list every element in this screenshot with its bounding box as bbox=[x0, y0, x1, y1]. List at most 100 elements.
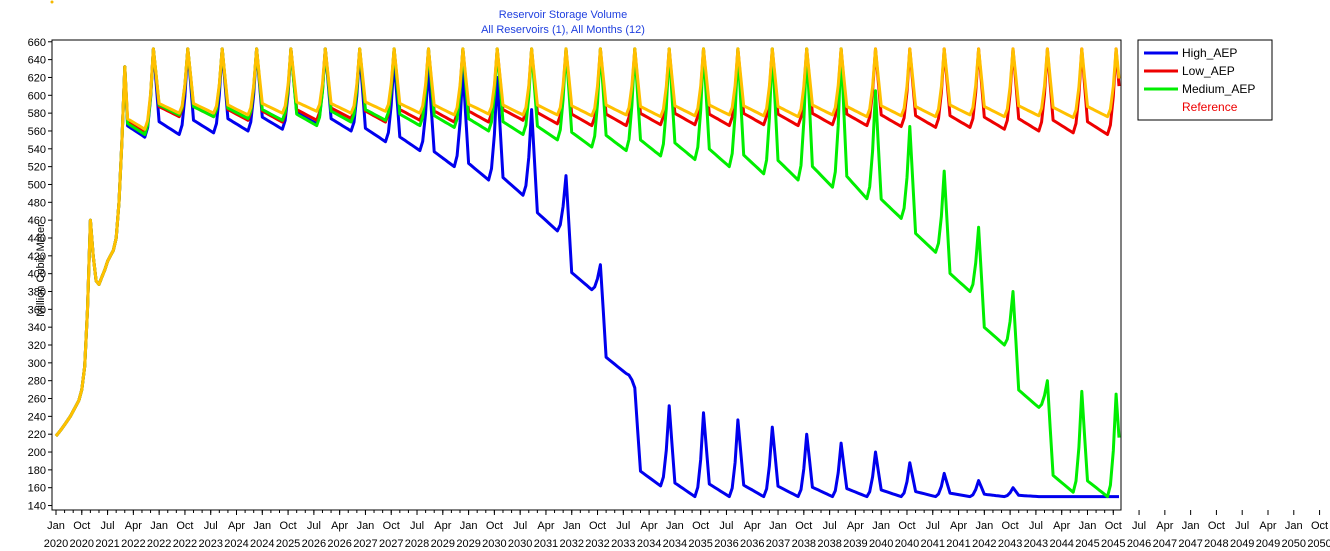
x-tick-month: Jul bbox=[616, 520, 630, 532]
x-tick-month: Jul bbox=[1132, 520, 1146, 532]
chart-subtitle: All Reservoirs (1), All Months (12) bbox=[481, 24, 645, 36]
x-tick-month: Apr bbox=[1259, 520, 1276, 532]
y-tick-label: 360 bbox=[28, 304, 46, 316]
x-tick-year: 2034 bbox=[663, 538, 687, 550]
y-tick-label: 220 bbox=[28, 429, 46, 441]
x-tick-year: 2040 bbox=[895, 538, 919, 550]
y-axis-label: Million Cubic Meter bbox=[35, 223, 47, 317]
series-layer bbox=[54, 47, 1121, 499]
x-tick-year: 2030 bbox=[482, 538, 506, 550]
x-tick-year: 2036 bbox=[740, 538, 764, 550]
y-tick-label: 240 bbox=[28, 411, 46, 423]
x-tick-year: 2022 bbox=[173, 538, 197, 550]
legend-label: High_AEP bbox=[1182, 46, 1237, 60]
legend-label: Reference bbox=[1182, 100, 1238, 114]
y-tick-label: 600 bbox=[28, 90, 46, 102]
x-tick-month: Jul bbox=[823, 520, 837, 532]
x-tick-year: 2028 bbox=[405, 538, 429, 550]
x-tick-year: 2048 bbox=[1204, 538, 1228, 550]
x-tick-month: Oct bbox=[383, 520, 400, 532]
x-tick-month: Jan bbox=[769, 520, 787, 532]
chart-title: Reservoir Storage Volume bbox=[499, 9, 627, 21]
x-tick-month: Apr bbox=[434, 520, 451, 532]
x-tick-month: Jan bbox=[872, 520, 890, 532]
x-tick-month: Jan bbox=[47, 520, 65, 532]
x-tick-month: Apr bbox=[1156, 520, 1173, 532]
y-tick-label: 560 bbox=[28, 126, 46, 138]
y-tick-label: 440 bbox=[28, 233, 46, 245]
x-tick-year: 2032 bbox=[559, 538, 583, 550]
x-tick-month: Oct bbox=[795, 520, 812, 532]
x-tick-month: Apr bbox=[537, 520, 554, 532]
y-tick-label: 480 bbox=[28, 197, 46, 209]
x-tick-year: 2033 bbox=[611, 538, 635, 550]
series-line-high-aep bbox=[54, 47, 1119, 499]
x-tick-month: Apr bbox=[331, 520, 348, 532]
x-tick-month: Jan bbox=[253, 520, 271, 532]
x-tick-year: 2026 bbox=[302, 538, 326, 550]
x-tick-month: Oct bbox=[1002, 520, 1019, 532]
x-tick-year: 2043 bbox=[998, 538, 1022, 550]
x-tick-year: 2022 bbox=[147, 538, 171, 550]
x-tick-month: Apr bbox=[744, 520, 761, 532]
x-tick-month: Jan bbox=[1079, 520, 1097, 532]
x-tick-year: 2029 bbox=[456, 538, 480, 550]
y-tick-label: 460 bbox=[28, 215, 46, 227]
x-tick-year: 2035 bbox=[688, 538, 712, 550]
x-tick-year: 2024 bbox=[250, 538, 274, 550]
x-tick-year: 2021 bbox=[95, 538, 119, 550]
x-tick-year: 2032 bbox=[585, 538, 609, 550]
x-tick-month: Oct bbox=[486, 520, 503, 532]
x-tick-year: 2047 bbox=[1178, 538, 1202, 550]
x-tick-month: Oct bbox=[1208, 520, 1225, 532]
x-tick-year: 2022 bbox=[121, 538, 145, 550]
x-tick-month: Jan bbox=[1182, 520, 1200, 532]
x-tick-year: 2038 bbox=[792, 538, 816, 550]
x-tick-month: Jan bbox=[150, 520, 168, 532]
y-tick-label: 300 bbox=[28, 358, 46, 370]
y-tick-label: 320 bbox=[28, 340, 46, 352]
x-tick-month: Apr bbox=[1053, 520, 1070, 532]
x-tick-year: 2023 bbox=[198, 538, 222, 550]
y-axis: 140 160 180 200 220 240 260 280 300 320 340 360 380 4… bbox=[28, 37, 52, 513]
x-tick-year: 2042 bbox=[972, 538, 996, 550]
x-tick-year: 2047 bbox=[1153, 538, 1177, 550]
x-tick-month: Jul bbox=[1235, 520, 1249, 532]
y-tick-label: 180 bbox=[28, 465, 46, 477]
x-tick-month: Jan bbox=[666, 520, 684, 532]
x-tick-month: Jul bbox=[926, 520, 940, 532]
x-tick-year: 2049 bbox=[1256, 538, 1280, 550]
x-tick-month: Oct bbox=[589, 520, 606, 532]
y-tick-label: 640 bbox=[28, 55, 46, 67]
plot-frame bbox=[51, 39, 1122, 511]
x-tick-month: Jan bbox=[975, 520, 993, 532]
series-line-reference bbox=[54, 47, 1121, 437]
x-tick-month: Jul bbox=[513, 520, 527, 532]
x-tick-month: Jan bbox=[460, 520, 478, 532]
legend-label: Medium_AEP bbox=[1182, 82, 1255, 96]
x-tick-month: Jul bbox=[204, 520, 218, 532]
x-tick-year: 2044 bbox=[1049, 538, 1073, 550]
legend-label: Low_AEP bbox=[1182, 64, 1235, 78]
x-tick-year: 2027 bbox=[379, 538, 403, 550]
y-tick-label: 260 bbox=[28, 394, 46, 406]
x-tick-month: Apr bbox=[228, 520, 245, 532]
y-tick-label: 420 bbox=[28, 251, 46, 263]
x-tick-year: 2030 bbox=[508, 538, 532, 550]
x-tick-year: 2050 bbox=[1282, 538, 1306, 550]
y-tick-label: 400 bbox=[28, 269, 46, 281]
x-tick-year: 2045 bbox=[1075, 538, 1099, 550]
x-tick-year: 2041 bbox=[921, 538, 945, 550]
x-tick-year: 2020 bbox=[70, 538, 94, 550]
x-tick-year: 2049 bbox=[1230, 538, 1254, 550]
x-tick-month: Oct bbox=[1105, 520, 1122, 532]
x-tick-month: Jan bbox=[1285, 520, 1303, 532]
x-tick-year: 2024 bbox=[224, 538, 248, 550]
x-tick-month: Jul bbox=[719, 520, 733, 532]
x-tick-month: Apr bbox=[847, 520, 864, 532]
x-tick-year: 2046 bbox=[1127, 538, 1151, 550]
x-tick-year: 2036 bbox=[714, 538, 738, 550]
x-tick-year: 2031 bbox=[534, 538, 558, 550]
x-tick-year: 2029 bbox=[431, 538, 455, 550]
